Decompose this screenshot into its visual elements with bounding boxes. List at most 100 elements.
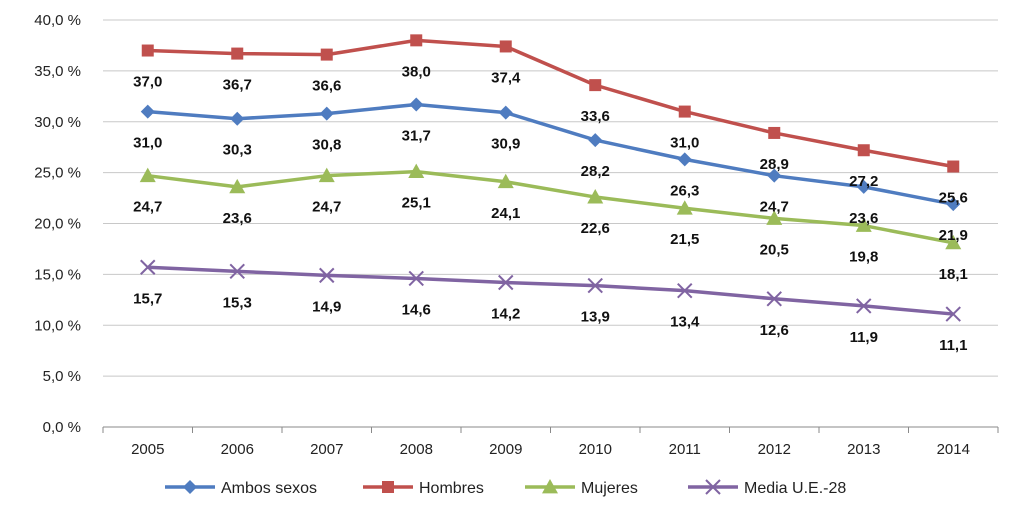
x-tick-label: 2013 [847, 441, 880, 458]
marker-stroke [498, 274, 514, 291]
x-tick-label: 2007 [310, 441, 343, 458]
marker-stroke [587, 277, 603, 294]
marker-stroke [408, 270, 424, 287]
series-marker-mujeres [945, 234, 962, 250]
data-label-mujeres: 24,1 [491, 205, 520, 222]
x-tick-label: 2010 [579, 441, 612, 458]
legend-item-hombres: Hombres [363, 480, 484, 497]
series-marker-mujeres [855, 217, 872, 232]
marker-stroke [945, 306, 961, 322]
data-label-mujeres: 22,6 [581, 220, 610, 237]
data-label-mujeres: 23,6 [223, 210, 252, 227]
series-line-media-u-e-28 [147, 265, 954, 316]
series-line-hombres [147, 38, 954, 169]
y-tick-label: 30,0 % [34, 114, 81, 131]
y-tick-label: 20,0 % [34, 216, 81, 233]
data-label-media-u-e-28: 13,4 [670, 314, 700, 331]
legend-item-ambos-sexos: Ambos sexos [165, 480, 317, 497]
series-marker-hombres [499, 40, 512, 53]
data-label-media-u-e-28: 15,7 [133, 290, 162, 307]
data-label-ambos-sexos: 24,7 [760, 199, 789, 216]
data-label-hombres: 28,9 [760, 156, 789, 173]
series-marker-media-u-e-28 [766, 291, 782, 307]
series-marker-mujeres [766, 210, 783, 225]
series-marker-ambos-sexos [498, 105, 513, 120]
legend-marker [382, 481, 394, 493]
legend-item-mujeres: Mujeres [525, 479, 638, 497]
legend-label: Mujeres [581, 480, 638, 497]
series-marker-ambos-sexos [409, 97, 424, 112]
legend-marker [183, 480, 197, 494]
x-tick-label: 2014 [937, 441, 970, 458]
x-axis-ticks: 2005 2006 2007 2008 2009 2010 2011 2012 2013 2014 [102, 427, 999, 458]
series-marker-mujeres [139, 167, 156, 183]
series-marker-hombres [589, 79, 602, 92]
data-label-media-u-e-28: 13,9 [581, 309, 610, 326]
y-tick-label: 5,0 % [43, 368, 81, 385]
marker-stroke [140, 259, 156, 275]
data-label-hombres: 37,4 [491, 69, 521, 86]
series-marker-hombres [231, 47, 244, 60]
y-tick-label: 10,0 % [34, 317, 81, 334]
series-marker-ambos-sexos [677, 152, 692, 167]
series-marker-media-u-e-28 [319, 267, 335, 284]
data-label-media-u-e-28: 15,3 [223, 294, 252, 311]
y-axis-ticks: 0,0 % 5,0 % 10,0 % 15,0 % 20,0 % 25,0 % 30,0 %… [34, 12, 81, 436]
legend-label: Media U.E.-28 [744, 480, 846, 497]
series-marker-mujeres [408, 163, 425, 179]
data-label-ambos-sexos: 28,2 [581, 163, 610, 180]
series-marker-mujeres [318, 167, 335, 183]
series-marker-hombres [768, 126, 781, 139]
data-label-ambos-sexos: 31,7 [402, 127, 431, 144]
data-label-hombres: 36,6 [312, 78, 341, 95]
series-marker-hombres [410, 34, 423, 47]
x-tick-label: 2012 [758, 441, 791, 458]
data-label-hombres: 25,6 [939, 190, 968, 207]
series-marker-hombres [857, 144, 870, 157]
series-marker-hombres [947, 160, 960, 173]
series-marker-ambos-sexos [767, 168, 782, 183]
legend-marker [542, 479, 558, 494]
legend-marker [705, 479, 721, 495]
data-label-hombres: 36,7 [223, 77, 252, 94]
series-marker-ambos-sexos [588, 133, 603, 148]
x-tick-label: 2005 [131, 441, 164, 458]
marker-stroke [766, 291, 782, 307]
data-label-mujeres: 24,7 [312, 199, 341, 216]
x-tick-label: 2006 [221, 441, 254, 458]
data-label-mujeres: 19,8 [849, 249, 878, 266]
series-marker-media-u-e-28 [945, 306, 961, 322]
legend-item-media-u-e-28: Media U.E.-28 [688, 479, 846, 497]
marker-stroke [705, 479, 721, 495]
series-marker-ambos-sexos [946, 197, 961, 212]
data-labels: 31,0 30,3 30,8 31,7 30,9 28,2 26,3 24,7 23,6 21,9… [133, 63, 968, 354]
data-label-media-u-e-28: 14,6 [402, 301, 431, 318]
series-marker-media-u-e-28 [677, 282, 693, 299]
x-tick-label: 2009 [489, 441, 522, 458]
marker-stroke [677, 282, 693, 299]
marker-stroke [319, 267, 335, 284]
data-label-ambos-sexos: 31,0 [133, 135, 162, 152]
y-tick-label: 0,0 % [43, 419, 81, 436]
data-label-ambos-sexos: 30,8 [312, 137, 341, 154]
series-marker-media-u-e-28 [587, 277, 603, 294]
data-label-mujeres: 20,5 [760, 241, 789, 258]
data-label-media-u-e-28: 14,9 [312, 298, 341, 315]
y-tick-label: 40,0 % [34, 12, 81, 29]
data-label-mujeres: 25,1 [402, 195, 431, 212]
data-label-hombres: 27,2 [849, 173, 878, 190]
legend: Ambos sexos Hombres Mujeres Media U.E.-28 [165, 479, 846, 497]
data-label-ambos-sexos: 23,6 [849, 210, 878, 227]
series-marker-hombres [320, 48, 333, 61]
x-tick-label: 2008 [400, 441, 433, 458]
marker-stroke [856, 298, 872, 314]
series-marker-ambos-sexos [140, 104, 155, 119]
y-tick-label: 35,0 % [34, 63, 81, 80]
series-marker-ambos-sexos [856, 179, 871, 194]
series-marker-media-u-e-28 [408, 270, 424, 287]
data-label-ambos-sexos: 30,3 [223, 142, 252, 159]
series-marker-mujeres [229, 178, 246, 194]
data-label-media-u-e-28: 14,2 [491, 306, 520, 323]
data-label-hombres: 37,0 [133, 74, 162, 91]
